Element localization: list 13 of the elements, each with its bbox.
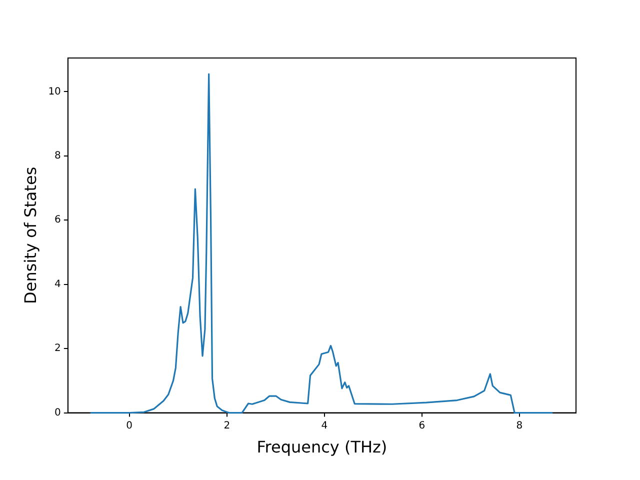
y-tick-label: 2 [54, 343, 61, 354]
x-tick-label: 8 [516, 420, 523, 432]
x-tick-label: 4 [321, 420, 328, 432]
x-tick-label: 0 [126, 420, 133, 432]
y-tick-label: 8 [54, 150, 61, 162]
y-tick-label: 10 [48, 86, 61, 98]
y-axis-title: Density of States [20, 166, 40, 304]
y-tick-label: 4 [54, 278, 61, 290]
y-tick-label: 6 [54, 214, 61, 226]
x-tick-label: 2 [224, 420, 230, 432]
y-tick-label: 0 [54, 407, 61, 418]
x-axis-title: Frequency (THz) [256, 438, 388, 457]
x-tick-label: 6 [418, 420, 426, 432]
